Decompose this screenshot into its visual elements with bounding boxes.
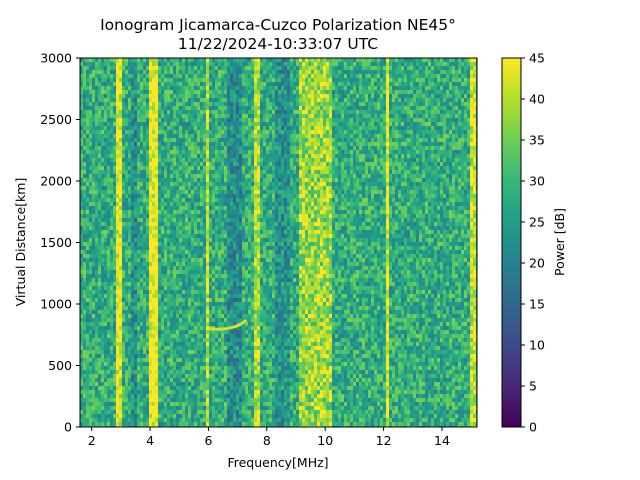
colorbar-tick-label: 25 [529,215,545,230]
y-tick-label: 2500 [40,112,72,127]
colorbar-tick-label: 40 [529,92,545,107]
colorbar-tick-label: 45 [529,51,545,66]
x-tick-label: 6 [204,433,212,448]
y-tick-label: 0 [64,420,72,435]
colorbar-tick-label: 5 [529,379,537,394]
colorbar-tick-label: 30 [529,174,545,189]
y-tick-label: 1000 [40,297,72,312]
x-tick-label: 14 [434,433,450,448]
heatmap-area [80,58,477,427]
x-axis-label: Frequency[MHz] [227,455,328,470]
x-axis: 2 4 6 8 10 12 14 [88,427,450,448]
x-tick-label: 4 [146,433,154,448]
x-tick-label: 10 [317,433,333,448]
y-axis-label: Virtual Distance[km] [13,178,28,307]
chart-title: Ionogram Jicamarca-Cuzco Polarization NE… [100,16,456,34]
colorbar [501,57,522,428]
y-tick-label: 3000 [40,51,72,66]
echo-trace-layer [208,318,248,331]
echo-trace [208,318,248,331]
y-tick-label: 500 [48,358,72,373]
colorbar-tick-label: 20 [529,256,545,271]
colorbar-tick-label: 10 [529,338,545,353]
x-tick-label: 8 [263,433,271,448]
colorbar-tick-label: 15 [529,297,545,312]
y-tick-label: 2000 [40,174,72,189]
colorbar-tick-label: 0 [529,420,537,435]
x-tick-label: 2 [88,433,96,448]
y-axis: 0 500 1000 1500 2000 2500 3000 [40,51,80,435]
chart-subtitle: 11/22/2024-10:33:07 UTC [177,35,379,53]
colorbar-tick-label: 35 [529,133,545,148]
colorbar-label: Power [dB] [552,208,567,276]
colorbar-axis: 0 5 10 15 20 25 30 35 40 45 [521,51,545,435]
x-tick-label: 12 [376,433,392,448]
y-tick-label: 1500 [40,235,72,250]
